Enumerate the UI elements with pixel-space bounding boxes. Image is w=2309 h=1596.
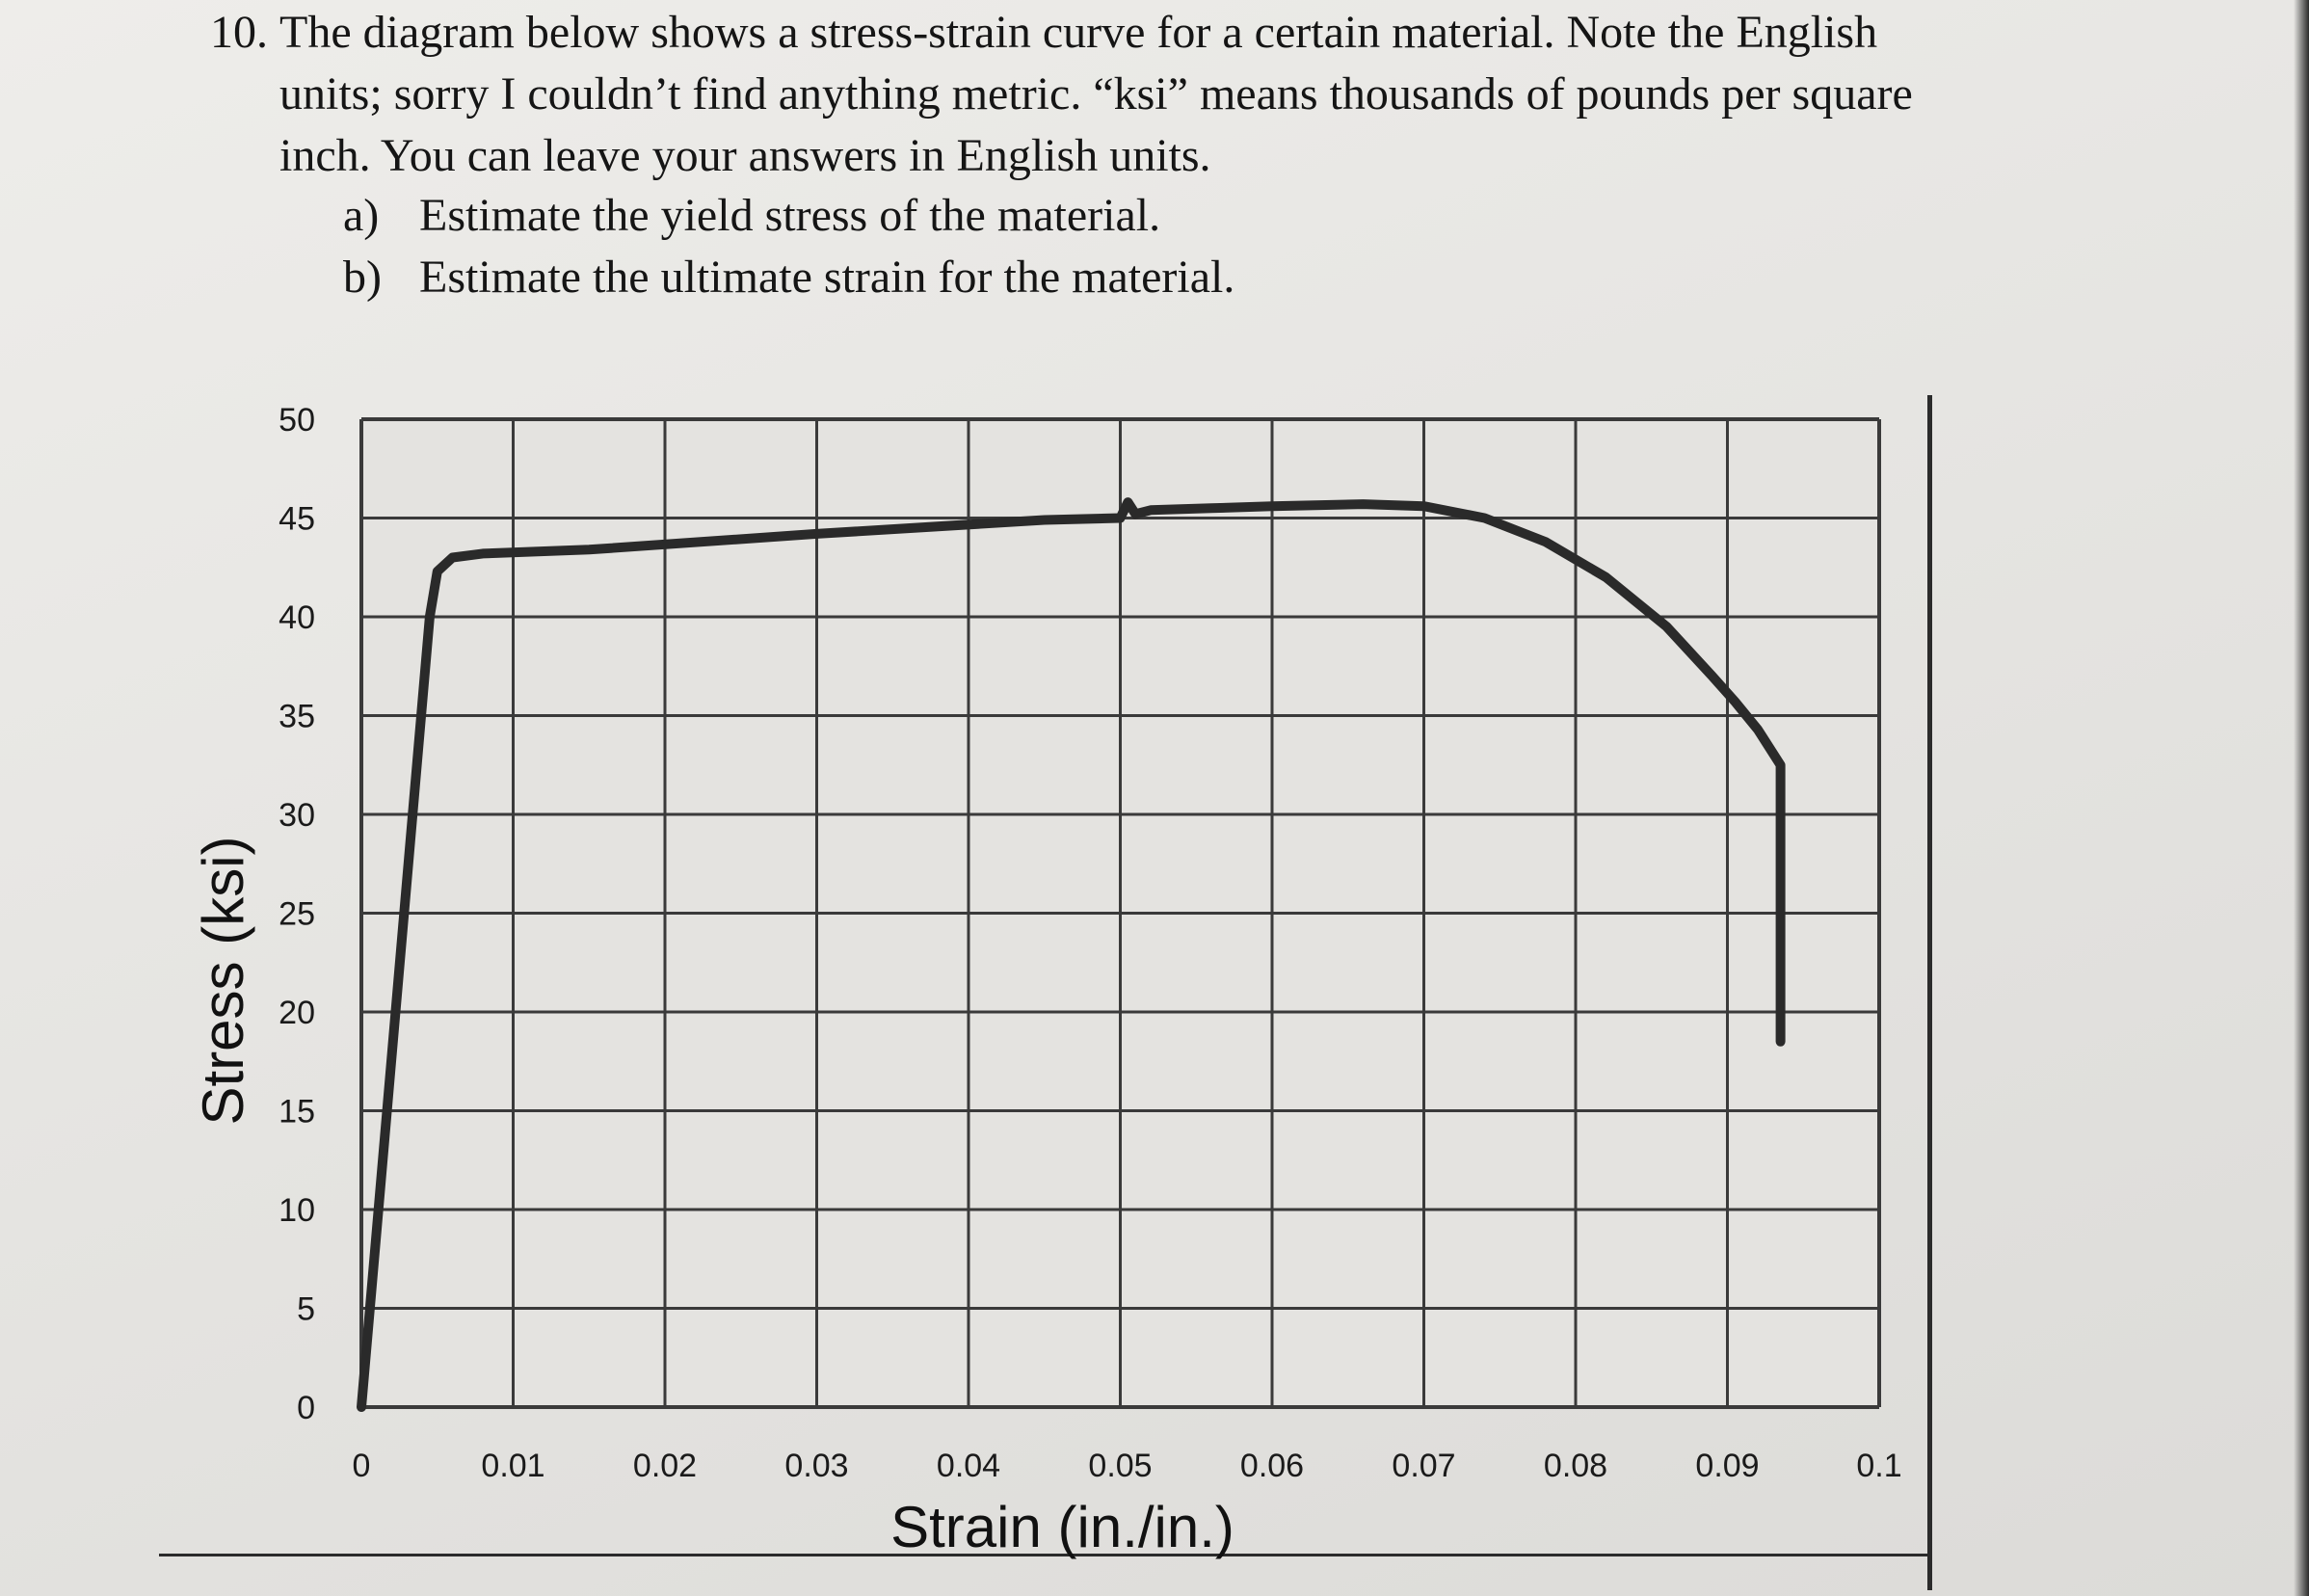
y-tick-label: 10	[279, 1192, 315, 1229]
x-tick-label: 0.01	[481, 1448, 544, 1484]
stress-strain-curve	[357, 497, 1786, 1412]
y-tick-label: 40	[279, 599, 315, 636]
question-line-1: The diagram below shows a stress-strain …	[279, 7, 1878, 58]
question-number: 10.	[210, 7, 268, 58]
y-tick-label: 15	[279, 1094, 315, 1130]
part-a-letter: a)	[343, 190, 380, 241]
x-tick-label: 0.06	[1240, 1448, 1304, 1484]
x-tick-label: 0	[353, 1448, 371, 1484]
y-tick-label: 25	[279, 896, 315, 933]
x-tick-label: 0.07	[1392, 1448, 1455, 1484]
figure-frame-right	[1927, 395, 1932, 1590]
question-line-3: inch. You can leave your answers in Engl…	[279, 130, 1211, 181]
y-tick-label: 35	[279, 699, 315, 735]
y-tick-label: 20	[279, 995, 315, 1031]
part-b-letter: b)	[343, 252, 382, 303]
x-axis-title: Strain (in./in.)	[890, 1495, 1234, 1559]
part-a-text: Estimate the yield stress of the materia…	[419, 190, 1161, 241]
x-tick-label: 0.04	[937, 1448, 1000, 1484]
x-tick-label: 0.1	[1856, 1448, 1901, 1484]
y-tick-label: 0	[297, 1390, 315, 1426]
question-line-2: units; sorry I couldn’t find anything me…	[279, 68, 1913, 120]
y-tick-label: 30	[279, 797, 315, 834]
y-tick-label: 50	[279, 402, 315, 439]
x-tick-label: 0.05	[1088, 1448, 1152, 1484]
figure-frame-bottom	[159, 1554, 1932, 1556]
x-tick-label: 0.09	[1695, 1448, 1759, 1484]
y-axis-title: Stress (ksi)	[191, 837, 255, 1126]
x-tick-label: 0.03	[784, 1448, 848, 1484]
x-tick-label: 0.08	[1544, 1448, 1607, 1484]
y-tick-label: 5	[297, 1291, 315, 1328]
part-b-text: Estimate the ultimate strain for the mat…	[419, 252, 1235, 303]
x-tick-label: 0.02	[633, 1448, 697, 1484]
y-tick-label: 45	[279, 501, 315, 538]
page-edge-shadow	[2294, 0, 2309, 1596]
